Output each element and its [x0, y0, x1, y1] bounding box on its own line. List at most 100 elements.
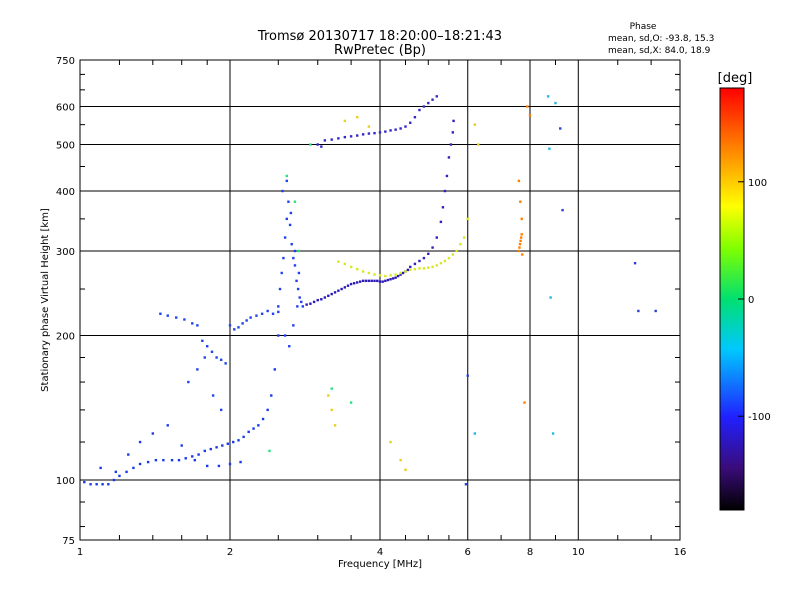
data-point: [473, 432, 477, 435]
data-point: [427, 252, 430, 256]
data-point: [519, 236, 523, 239]
data-point: [443, 189, 447, 193]
x-axis: 1 2 4 6 8 10 16: [77, 60, 686, 558]
data-point: [462, 236, 466, 239]
data-point: [361, 270, 365, 273]
data-point: [270, 394, 273, 397]
y-axis-label: Stationary phase Virtual Height [km]: [40, 208, 51, 392]
data-point: [418, 108, 421, 112]
chart-title: Tromsø 20130717 18:20:00–18:21:43: [257, 29, 502, 44]
data-point: [361, 133, 365, 136]
data-point: [330, 138, 333, 141]
data-point: [278, 287, 282, 291]
data-point: [242, 435, 245, 439]
data-point: [323, 296, 327, 299]
data-point: [396, 274, 400, 278]
data-point: [373, 279, 376, 283]
data-point: [154, 458, 158, 462]
data-point: [132, 466, 135, 470]
y-tick-label: 500: [56, 141, 75, 152]
data-point: [518, 242, 522, 246]
data-point: [443, 259, 447, 263]
data-point: [237, 326, 240, 329]
data-point: [546, 95, 550, 98]
x-axis-label: Frequency [MHz]: [338, 559, 422, 570]
data-point: [285, 179, 288, 183]
data-point: [300, 300, 303, 304]
data-point: [316, 143, 319, 146]
data-point: [95, 483, 98, 486]
data-point: [217, 464, 221, 468]
data-point: [170, 458, 174, 462]
data-point: [367, 279, 371, 283]
data-point: [343, 262, 347, 266]
data-point: [252, 427, 255, 430]
data-point: [203, 449, 206, 453]
data-point: [281, 189, 284, 193]
data-point: [343, 119, 347, 123]
data-point: [378, 131, 382, 134]
data-point: [451, 131, 455, 134]
data-point: [466, 374, 469, 377]
data-point: [293, 200, 297, 203]
data-point: [283, 334, 287, 337]
data-point: [435, 236, 438, 239]
data-point: [330, 408, 333, 412]
data-point: [118, 474, 121, 478]
data-point: [184, 457, 187, 460]
data-point: [177, 458, 181, 462]
data-point: [114, 470, 118, 474]
data-point: [404, 125, 407, 128]
data-point: [293, 249, 297, 253]
data-point: [292, 324, 295, 327]
colorbar-label: [deg]: [718, 71, 753, 86]
data-point: [289, 211, 293, 215]
data-point: [373, 131, 376, 135]
data-point: [394, 276, 397, 279]
data-point: [389, 278, 392, 281]
data-point: [355, 116, 359, 119]
data-point: [226, 442, 230, 445]
phase-stats-line2: mean, sd,X: 84.0, 18.9: [608, 46, 711, 56]
data-point: [391, 277, 395, 280]
data-point: [268, 449, 271, 453]
data-point: [427, 266, 430, 269]
data-point: [290, 242, 293, 246]
data-point: [233, 328, 236, 331]
data-point: [271, 312, 275, 315]
data-point: [316, 298, 319, 302]
x-tick-label: 2: [227, 547, 233, 558]
data-point: [239, 460, 242, 464]
data-point: [237, 439, 240, 442]
data-point: [183, 318, 186, 321]
data-point: [205, 345, 209, 348]
data-point: [370, 279, 373, 283]
data-point: [404, 468, 407, 472]
data-point: [261, 417, 265, 421]
data-point: [518, 246, 521, 249]
data-point: [358, 280, 362, 283]
data-point: [247, 430, 250, 434]
data-point: [327, 294, 330, 297]
x-tick-label: 4: [377, 547, 383, 558]
data-point: [333, 291, 337, 294]
data-point: [107, 483, 110, 486]
y-tick-label: 200: [56, 332, 75, 343]
data-point: [99, 466, 102, 470]
data-point: [422, 256, 426, 260]
data-point: [193, 458, 197, 462]
data-point: [257, 424, 260, 427]
data-point: [409, 265, 412, 269]
data-point: [309, 302, 312, 305]
data-point: [337, 137, 340, 140]
data-point: [187, 380, 190, 384]
data-point: [191, 322, 194, 325]
data-point: [159, 312, 162, 315]
data-point: [633, 261, 637, 265]
data-point: [378, 280, 382, 283]
data-point: [349, 401, 353, 404]
data-point: [295, 279, 298, 283]
data-point: [549, 296, 552, 299]
data-point: [343, 286, 347, 289]
phase-stats-title: Phase: [630, 22, 657, 32]
